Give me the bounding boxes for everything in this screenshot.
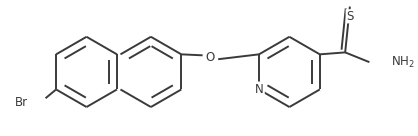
Text: O: O [206,51,215,64]
Text: NH$_2$: NH$_2$ [391,55,415,70]
Text: S: S [346,10,354,23]
Text: Br: Br [15,96,28,109]
Text: N: N [255,83,263,96]
